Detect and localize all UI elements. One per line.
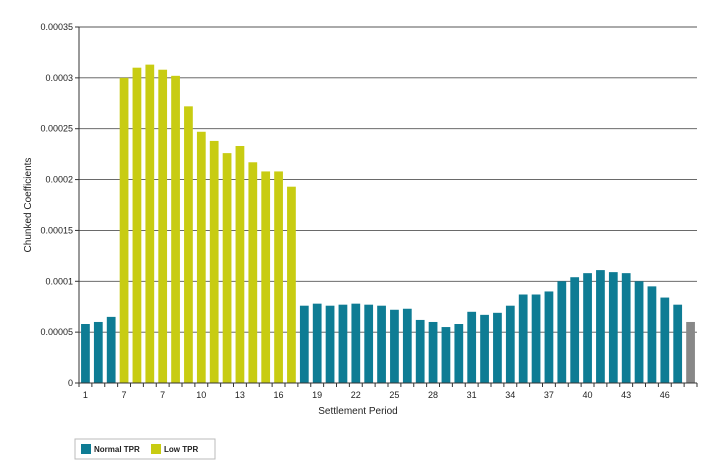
y-tick-label: 0.00015 — [40, 225, 73, 235]
x-tick-label: 10 — [196, 390, 206, 400]
y-tick-label: 0.0002 — [45, 175, 73, 185]
bar-normal-tpr — [454, 324, 464, 383]
y-tick-label: 0.00035 — [40, 22, 73, 32]
x-tick-label: 22 — [351, 390, 361, 400]
x-tick-label: 46 — [660, 390, 670, 400]
bar-normal-tpr — [583, 273, 592, 383]
bar-normal-tpr — [505, 305, 515, 383]
bar-normal-tpr — [338, 304, 348, 383]
gridlines — [75, 26, 697, 384]
bar-low-tpr — [209, 140, 219, 383]
y-tick-labels: 0 0.00005 0.0001 0.00015 0.0002 0.00025 0.0003… — [40, 22, 73, 388]
x-tick-labels: 1 7 7 10 13 16 19 22 25 28 31 34 37 40 43 46 — [83, 390, 670, 400]
bar-low-tpr — [222, 153, 232, 383]
bar-normal-tpr — [544, 291, 554, 383]
bar- — [686, 321, 695, 383]
bar-low-tpr — [132, 67, 142, 383]
legend-swatch-low-tpr — [151, 444, 161, 454]
x-tick-label: 34 — [505, 390, 515, 400]
bar-normal-tpr — [81, 324, 90, 383]
bar-low-tpr — [184, 106, 193, 383]
bar-normal-tpr — [364, 304, 374, 383]
bar-low-tpr — [145, 64, 155, 384]
legend-label-low-tpr: Low TPR — [164, 445, 198, 454]
bar-low-tpr — [274, 171, 283, 383]
bar-low-tpr — [171, 75, 180, 383]
bar-normal-tpr — [608, 272, 618, 383]
bar-normal-tpr — [299, 305, 309, 383]
legend: Normal TPR Low TPR — [74, 438, 216, 460]
x-tick-label: 28 — [428, 390, 438, 400]
x-tick-label: 25 — [389, 390, 399, 400]
bar-low-tpr — [235, 146, 245, 383]
bar-normal-tpr — [480, 314, 489, 383]
x-tick-label: 37 — [544, 390, 554, 400]
bar-normal-tpr — [570, 277, 580, 383]
bar-normal-tpr — [647, 286, 657, 383]
legend-box — [74, 438, 216, 460]
bar-normal-tpr — [493, 312, 502, 383]
y-tick-label: 0.00025 — [40, 124, 73, 134]
x-tick-label: 40 — [583, 390, 593, 400]
bar-normal-tpr — [325, 305, 335, 383]
bar-normal-tpr — [634, 281, 644, 383]
y-tick-label: 0.0003 — [45, 73, 73, 83]
bar-normal-tpr — [106, 316, 116, 383]
legend-swatch-normal-tpr — [81, 444, 91, 454]
bar-normal-tpr — [428, 321, 438, 383]
bar-low-tpr — [248, 162, 258, 383]
bar-normal-tpr — [402, 308, 412, 383]
x-tick-label: 1 — [83, 390, 88, 400]
x-tick-label: 16 — [274, 390, 284, 400]
x-tick-label: 13 — [235, 390, 245, 400]
x-axis-title: Settlement Period — [318, 406, 398, 417]
y-axis-title: Chunked Coefficients — [23, 158, 34, 253]
bar-normal-tpr — [390, 309, 399, 383]
y-tick-label: 0.0001 — [45, 276, 73, 286]
y-tick-label: 0 — [68, 378, 73, 388]
y-tick-label: 0.00005 — [40, 327, 73, 337]
bar-normal-tpr — [312, 303, 322, 383]
axes — [78, 27, 698, 387]
bar-low-tpr — [196, 131, 206, 383]
bar-normal-tpr — [518, 294, 528, 383]
legend-label-normal-tpr: Normal TPR — [94, 445, 140, 454]
bar-normal-tpr — [660, 297, 670, 383]
bar-low-tpr — [261, 171, 271, 383]
bar-normal-tpr — [557, 281, 567, 383]
bars — [81, 64, 695, 384]
bar-normal-tpr — [531, 294, 541, 383]
x-tick-label: 7 — [160, 390, 165, 400]
bar-normal-tpr — [596, 270, 605, 383]
x-tick-label: 19 — [312, 390, 322, 400]
x-tick-label: 7 — [122, 390, 127, 400]
bar-normal-tpr — [467, 311, 477, 383]
bar-normal-tpr — [93, 321, 103, 383]
x-tick-label: 43 — [621, 390, 631, 400]
bar-normal-tpr — [673, 304, 683, 383]
bar-normal-tpr — [621, 273, 631, 383]
bar-low-tpr — [158, 69, 168, 383]
x-tick-label: 31 — [467, 390, 477, 400]
bar-low-tpr — [119, 77, 129, 383]
bar-normal-tpr — [351, 303, 361, 383]
bar-normal-tpr — [441, 327, 451, 383]
bar-normal-tpr — [415, 319, 425, 383]
bar-normal-tpr — [377, 305, 386, 383]
bar-low-tpr — [287, 186, 296, 383]
